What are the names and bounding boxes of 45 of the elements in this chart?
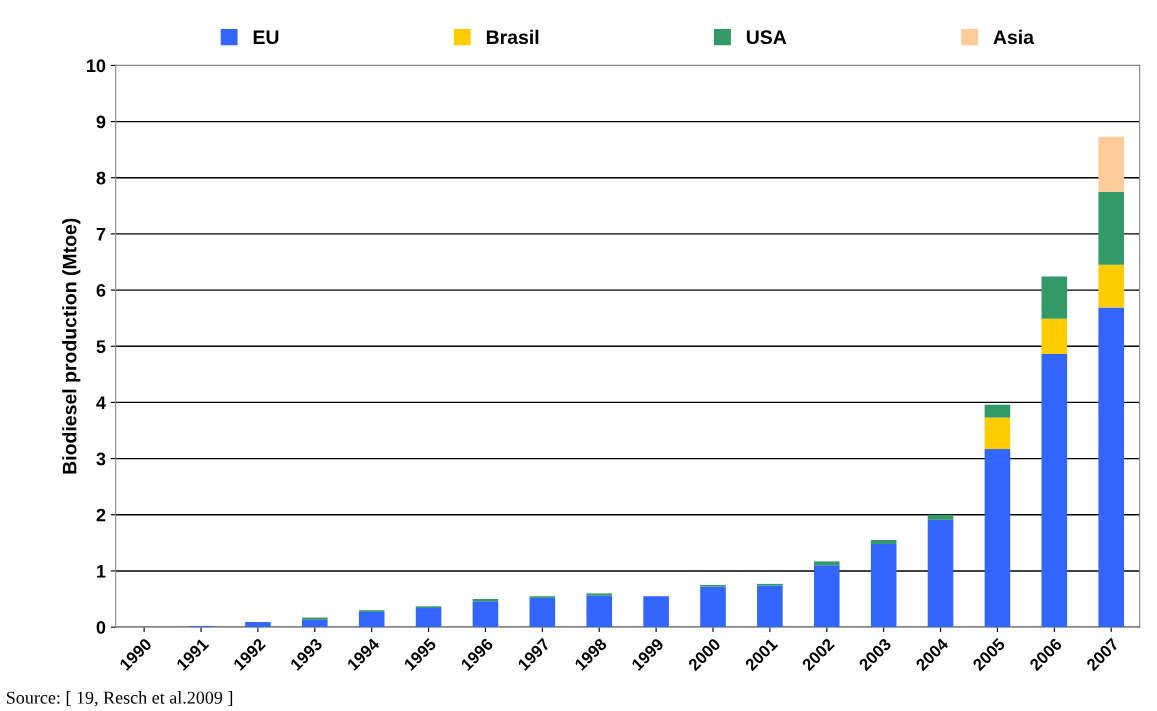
legend-label: EU (253, 30, 279, 45)
bar (984, 417, 1011, 450)
bar (757, 585, 783, 628)
y-tick-label: 1 (97, 565, 106, 578)
bar (927, 519, 954, 628)
bar (984, 449, 1011, 628)
legend-label: Brasil (486, 29, 539, 45)
bar (1098, 136, 1124, 192)
bar (1041, 318, 1068, 355)
bar (302, 619, 328, 628)
bar (700, 586, 726, 628)
bar (1041, 276, 1068, 319)
bar (1098, 307, 1124, 628)
bar (1041, 354, 1068, 628)
y-tick-label: 2 (96, 508, 106, 522)
y-tick-label: 0 (96, 621, 106, 634)
y-tick-label: 6 (96, 284, 106, 297)
y-tick-label: 3 (96, 452, 106, 466)
y-tick-label: 9 (96, 115, 106, 129)
bar (984, 404, 1011, 418)
bar (870, 540, 897, 544)
bar (302, 617, 328, 620)
y-tick-label: 5 (96, 340, 106, 353)
bar (813, 561, 840, 566)
legend-label: Asia (993, 29, 1035, 45)
bar (472, 601, 499, 628)
bar (586, 595, 613, 628)
bar (1098, 264, 1124, 308)
y-tick-label: 4 (96, 396, 106, 409)
bar (643, 596, 669, 628)
bar (870, 543, 897, 628)
legend-label: USA (746, 30, 787, 45)
bar (927, 514, 954, 520)
y-tick-label: 7 (96, 228, 106, 241)
bar (358, 611, 385, 628)
y-tick-label: 8 (96, 171, 106, 185)
bar (1098, 191, 1124, 265)
y-tick-label: 10 (87, 59, 106, 73)
bar (245, 622, 271, 628)
bar (529, 597, 556, 628)
bar (415, 608, 442, 628)
bar (586, 593, 613, 596)
source-note: Source: [ 19, Resch et al.2009 ] (6, 691, 233, 707)
bar (813, 565, 840, 628)
y-axis-title: Biodiesel production (Mtoe) (62, 218, 81, 474)
